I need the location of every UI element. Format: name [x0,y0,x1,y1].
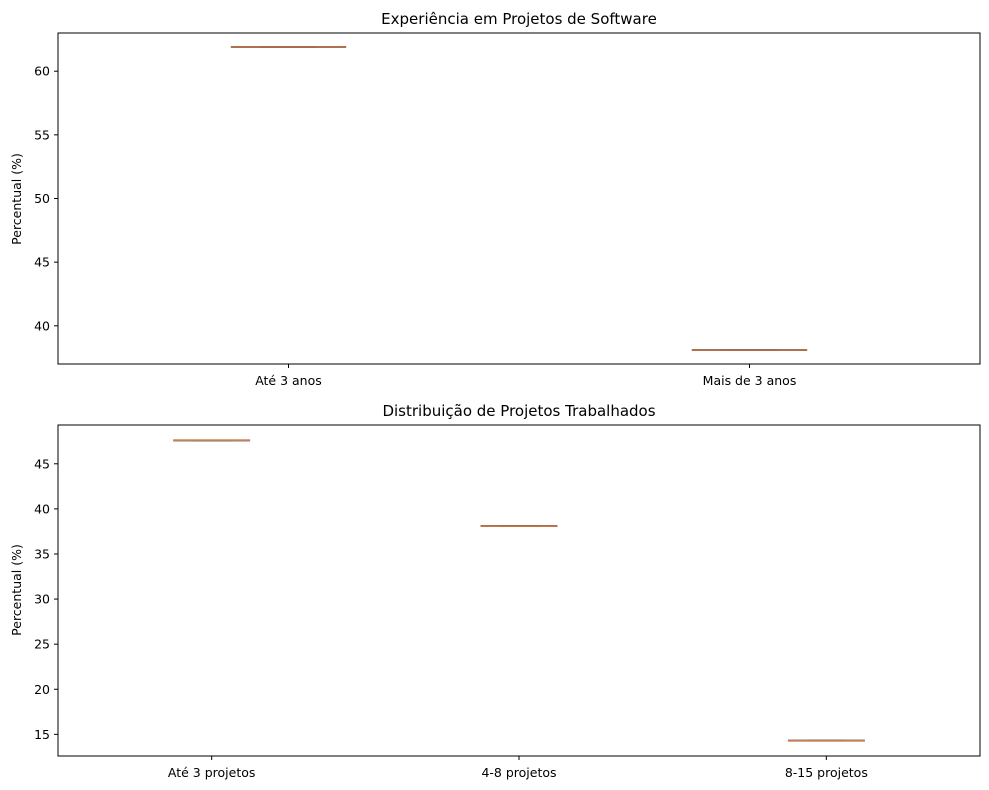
chart-title: Distribuição de Projetos Trabalhados [382,402,655,420]
y-tick-label: 60 [34,64,50,79]
plot-area [57,424,981,757]
y-tick-label: 45 [34,255,50,270]
x-tick-label: Mais de 3 anos [703,373,797,388]
y-tick-label: 25 [34,637,50,652]
box-marks [173,439,865,742]
chart-title: Experiência em Projetos de Software [381,10,657,28]
x-tick-label: Até 3 projetos [168,765,256,780]
y-tick-label: 30 [34,592,50,607]
y-tick-label: 40 [34,501,50,516]
y-tick-label: 55 [34,127,50,142]
y-tick-label: 20 [34,682,50,697]
y-tick-label: 35 [34,546,50,561]
y-tick-label: 40 [34,318,50,333]
y-axis-label: Percentual (%) [9,544,24,636]
x-tick-label: Até 3 anos [255,373,322,388]
y-axis-label: Percentual (%) [9,153,24,245]
x-tick-label: 4-8 projetos [481,765,556,780]
y-tick-label: 50 [34,191,50,206]
x-ticks: Até 3 projetos 4-8 projetos 8-15 projetos [168,756,868,780]
y-tick-label: 45 [34,456,50,471]
plot-area [57,32,981,365]
x-ticks: Até 3 anos Mais de 3 anos [255,364,796,388]
x-tick-label: 8-15 projetos [785,765,868,780]
chart-projects: Distribuição de Projetos Trabalhados Per… [9,402,981,780]
box-marks [230,46,808,351]
y-ticks: 15 20 25 30 35 40 45 [34,456,58,742]
chart-experience: Experiência em Projetos de Software Perc… [9,10,981,388]
y-ticks: 40 45 50 55 60 [34,64,58,333]
y-tick-label: 15 [34,727,50,742]
